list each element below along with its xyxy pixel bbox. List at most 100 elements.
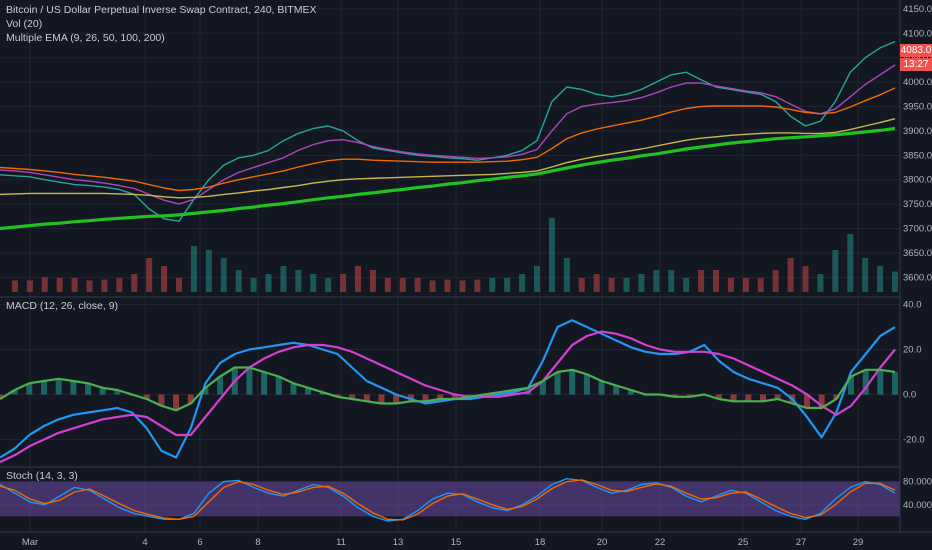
macd-histogram-bar — [818, 394, 825, 408]
volume-bar — [459, 280, 466, 292]
volume-bar — [116, 278, 123, 292]
main-series-line-0 — [0, 40, 896, 222]
volume-bar — [877, 266, 884, 292]
volume-bar — [235, 270, 242, 292]
macd-histogram-bar — [363, 394, 370, 402]
time-axis[interactable]: Mar 4 6 8 11 13 15 18 20 22 25 27 29 — [0, 531, 932, 548]
y-tick-label: 3850.0 — [903, 150, 932, 161]
volume-bar — [638, 274, 645, 292]
volume-bar — [593, 274, 600, 292]
volume-bar — [146, 258, 153, 292]
macd-histogram-bar — [847, 376, 854, 395]
y-tick-label: 3800.0 — [903, 175, 932, 186]
macd-histogram-bar — [173, 394, 180, 411]
volume-bar — [623, 278, 630, 292]
macd-indicator-label[interactable]: MACD (12, 26, close, 9) — [6, 300, 119, 312]
y-tick-label: 3700.0 — [903, 224, 932, 235]
volume-bar — [727, 278, 734, 292]
x-tick-label: 18 — [535, 537, 546, 548]
volume-bar — [489, 278, 496, 292]
volume-bar — [742, 278, 749, 292]
stoch-series-line-1 — [0, 479, 896, 521]
stoch-panel — [0, 478, 896, 522]
symbol-title[interactable]: Bitcoin / US Dollar Perpetual Inverse Sw… — [6, 4, 317, 16]
bar-countdown-tag: 13:27 — [900, 58, 932, 71]
volume-bar — [578, 278, 585, 292]
x-tick-label: 6 — [197, 537, 202, 548]
macd-histogram-bar — [217, 376, 224, 395]
stoch-indicator-label[interactable]: Stoch (14, 3, 3) — [6, 470, 78, 482]
volume-bar — [280, 266, 287, 292]
volume-bar — [504, 278, 511, 292]
macd-histogram-bar — [11, 390, 18, 395]
ema-indicator-label[interactable]: Multiple EMA (9, 26, 50, 100, 200) — [6, 32, 165, 44]
volume-indicator-label[interactable]: Vol (20) — [6, 18, 43, 30]
y-tick-label: 20.0 — [903, 345, 922, 356]
macd-histogram-bar — [627, 390, 634, 395]
macd-histogram-bar — [275, 376, 282, 395]
volume-bar — [787, 258, 794, 292]
volume-bar — [414, 278, 421, 292]
volume-bar — [131, 274, 138, 292]
volume-bar — [832, 250, 839, 292]
macd-histogram-bar — [55, 378, 62, 395]
volume-bar — [892, 271, 898, 292]
volume-bar — [548, 218, 555, 292]
volume-bar — [295, 270, 302, 292]
volume-bar — [161, 266, 168, 292]
x-tick-label: Mar — [22, 537, 38, 548]
macd-histogram-bar — [598, 381, 605, 395]
volume-bar — [474, 279, 481, 292]
volume-bar — [399, 278, 406, 292]
volume-bar — [608, 278, 615, 292]
volume-bar — [56, 278, 63, 292]
macd-histogram-bar — [378, 394, 385, 404]
macd-histogram-bar — [745, 394, 752, 402]
volume-bar — [190, 246, 197, 292]
volume-bar — [86, 280, 93, 292]
volume-bar — [220, 258, 227, 292]
macd-histogram-bar — [334, 394, 341, 397]
volume-bar — [384, 278, 391, 292]
macd-histogram — [0, 367, 898, 411]
macd-histogram-bar — [143, 394, 150, 399]
volume-bar — [71, 278, 78, 292]
volume-bar — [41, 277, 48, 292]
volume-bar — [429, 280, 436, 292]
volume-bar — [653, 270, 660, 292]
volume-bar — [325, 278, 332, 292]
macd-histogram-bar — [202, 387, 209, 395]
macd-series-line-1 — [0, 330, 896, 464]
volume-bar — [369, 270, 376, 292]
main-series-line-3 — [0, 118, 896, 199]
macd-histogram-bar — [305, 387, 312, 395]
volume-bar — [534, 266, 540, 292]
macd-histogram-bar — [730, 394, 737, 402]
volume-bar — [847, 234, 854, 292]
macd-histogram-bar — [349, 394, 356, 399]
y-tick-label: 40.0 — [903, 300, 922, 311]
macd-histogram-bar — [422, 394, 429, 402]
price-axis[interactable]: 4150.04100.04050.04000.03950.03900.03850… — [903, 4, 932, 511]
volume-bar — [802, 266, 809, 292]
y-tick-label: 4150.0 — [903, 4, 932, 15]
volume-bar — [205, 250, 212, 292]
y-tick-label: 3600.0 — [903, 272, 932, 283]
stoch-band — [0, 481, 900, 517]
macd-histogram-bar — [862, 369, 869, 395]
macd-histogram-bar — [759, 394, 766, 402]
volume-bar — [265, 274, 272, 292]
x-tick-label: 20 — [597, 537, 608, 548]
x-tick-label: 27 — [796, 537, 807, 548]
macd-histogram-bar — [41, 381, 48, 395]
stoch-series-line-0 — [0, 478, 896, 522]
x-tick-label: 25 — [738, 537, 749, 548]
x-tick-label: 8 — [255, 537, 260, 548]
y-tick-label: 4000.0 — [903, 77, 932, 88]
x-tick-label: 22 — [655, 537, 666, 548]
volume-bar — [772, 270, 779, 292]
macd-histogram-bar — [877, 369, 884, 395]
macd-series-line-0 — [0, 319, 896, 459]
volume-bar — [176, 278, 182, 292]
